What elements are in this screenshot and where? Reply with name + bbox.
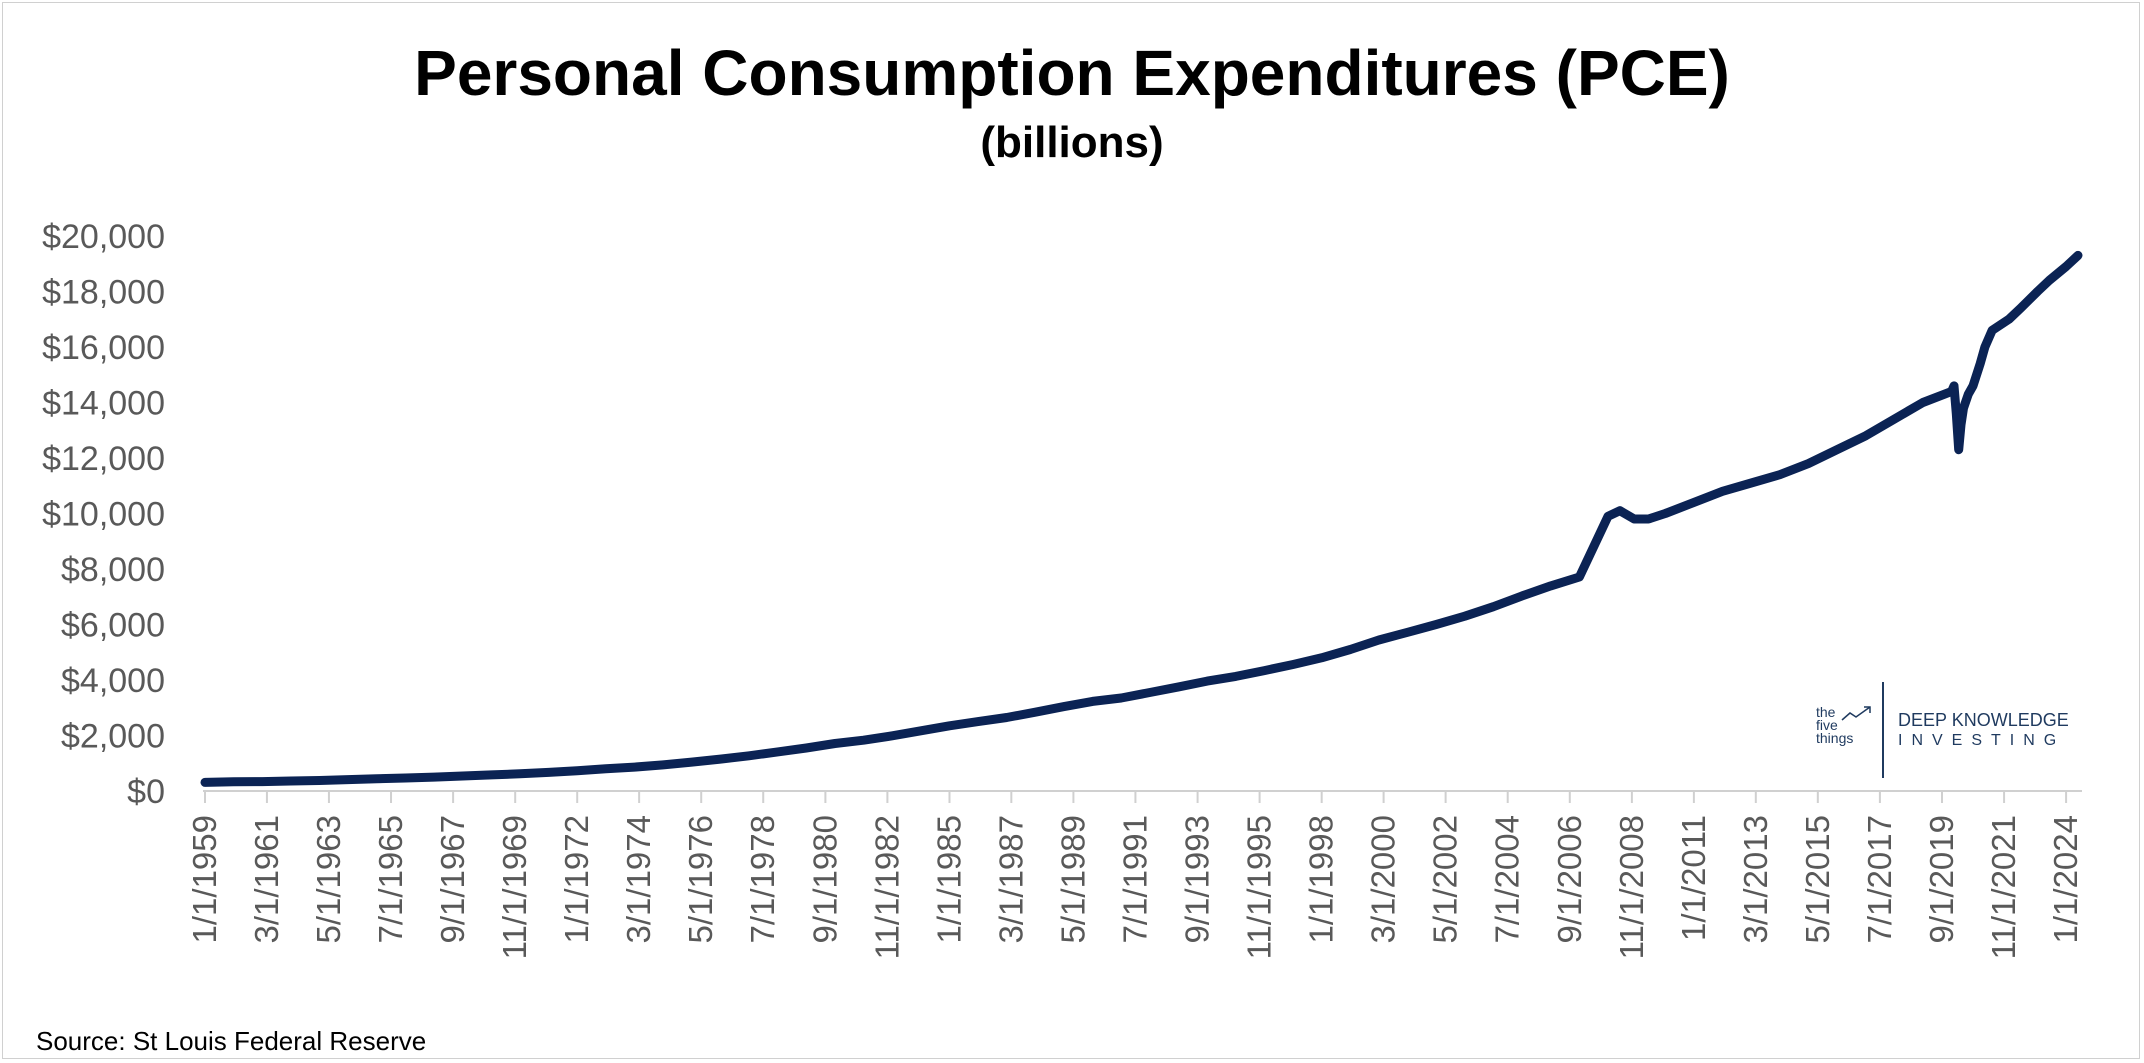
x-tick-label: 7/1/2004: [1489, 815, 1526, 943]
trend-arrow-icon: [1841, 706, 1871, 721]
x-tick-label: 1/1/2024: [2047, 815, 2084, 943]
logo-line-1: DEEP KNOWLEDGE: [1898, 710, 2069, 730]
x-tick-label: 3/1/2013: [1737, 815, 1774, 943]
chart-subtitle: (billions): [980, 118, 1164, 167]
x-tick-label: 1/1/1998: [1303, 815, 1340, 943]
y-tick-label: $2,000: [61, 718, 165, 756]
x-tick-label: 1/1/2011: [1675, 815, 1712, 941]
x-tick-label: 11/1/1982: [868, 815, 905, 959]
y-axis-ticks: $0 $2,000 $4,000 $6,000 $8,000 $10,000 $12,000…: [42, 218, 165, 811]
y-tick-label: $10,000: [42, 496, 165, 534]
x-tick-label: 7/1/1978: [744, 815, 781, 943]
x-tick-label: 3/1/1974: [620, 815, 657, 943]
x-tick-label: 9/1/1980: [806, 815, 843, 943]
logo-divider: [1882, 682, 1884, 778]
chart-title: Personal Consumption Expenditures (PCE): [414, 37, 1730, 109]
y-tick-label: $18,000: [42, 274, 165, 312]
x-tick-label: 11/1/1969: [496, 815, 533, 959]
x-tick-label: 1/1/1985: [930, 815, 967, 943]
x-tick-label: 5/1/1976: [682, 815, 719, 943]
y-tick-label: $6,000: [61, 607, 165, 645]
x-tick-label: 7/1/2017: [1861, 815, 1898, 943]
x-tick-label: 3/1/1961: [248, 815, 285, 943]
x-tick-label: 3/1/2000: [1365, 815, 1402, 943]
y-tick-label: $4,000: [61, 662, 165, 700]
x-tick-label: 11/1/2008: [1613, 815, 1650, 959]
x-tick-label: 9/1/2019: [1923, 815, 1960, 943]
x-axis-ticks: 1/1/1959 3/1/1961 5/1/1963 7/1/1965 9/1/1967…: [186, 815, 2084, 959]
y-tick-label: $16,000: [42, 329, 165, 367]
logo-line-2: INVESTING: [1898, 732, 2066, 749]
the-five-things-mark: the five things: [1816, 704, 1854, 746]
deep-knowledge-investing-logo: the five things DEEP KNOWLEDGE INVESTING: [1812, 682, 2102, 778]
x-tick-label: 1/1/1959: [186, 815, 223, 943]
pce-series-line: [200, 250, 2083, 787]
source-note: Source: St Louis Federal Reserve: [36, 1026, 427, 1056]
x-tick-label: 9/1/1967: [434, 815, 471, 943]
x-tick-label: 1/1/1972: [558, 815, 595, 943]
x-tick-label: 7/1/1991: [1116, 815, 1153, 943]
y-tick-label: $14,000: [42, 385, 165, 423]
x-tick-label: 5/1/2002: [1427, 815, 1464, 943]
x-tick-label: 3/1/1987: [992, 815, 1029, 943]
y-tick-label: $8,000: [61, 551, 165, 589]
x-tick-label: 5/1/1963: [310, 815, 347, 943]
x-tick-label: 5/1/2015: [1799, 815, 1836, 943]
y-tick-label: $12,000: [42, 440, 165, 478]
x-tick-label: 9/1/2006: [1551, 815, 1588, 943]
x-tick-label: 11/1/1995: [1241, 815, 1278, 959]
x-tick-label: 9/1/1993: [1179, 815, 1216, 943]
x-axis-tick-marks: [204, 791, 2068, 803]
y-tick-label: $20,000: [42, 218, 165, 256]
x-tick-label: 7/1/1965: [372, 815, 409, 943]
y-tick-label: $0: [127, 773, 165, 811]
x-tick-label: 11/1/2021: [1985, 815, 2022, 959]
x-tick-label: 5/1/1989: [1054, 815, 1091, 943]
